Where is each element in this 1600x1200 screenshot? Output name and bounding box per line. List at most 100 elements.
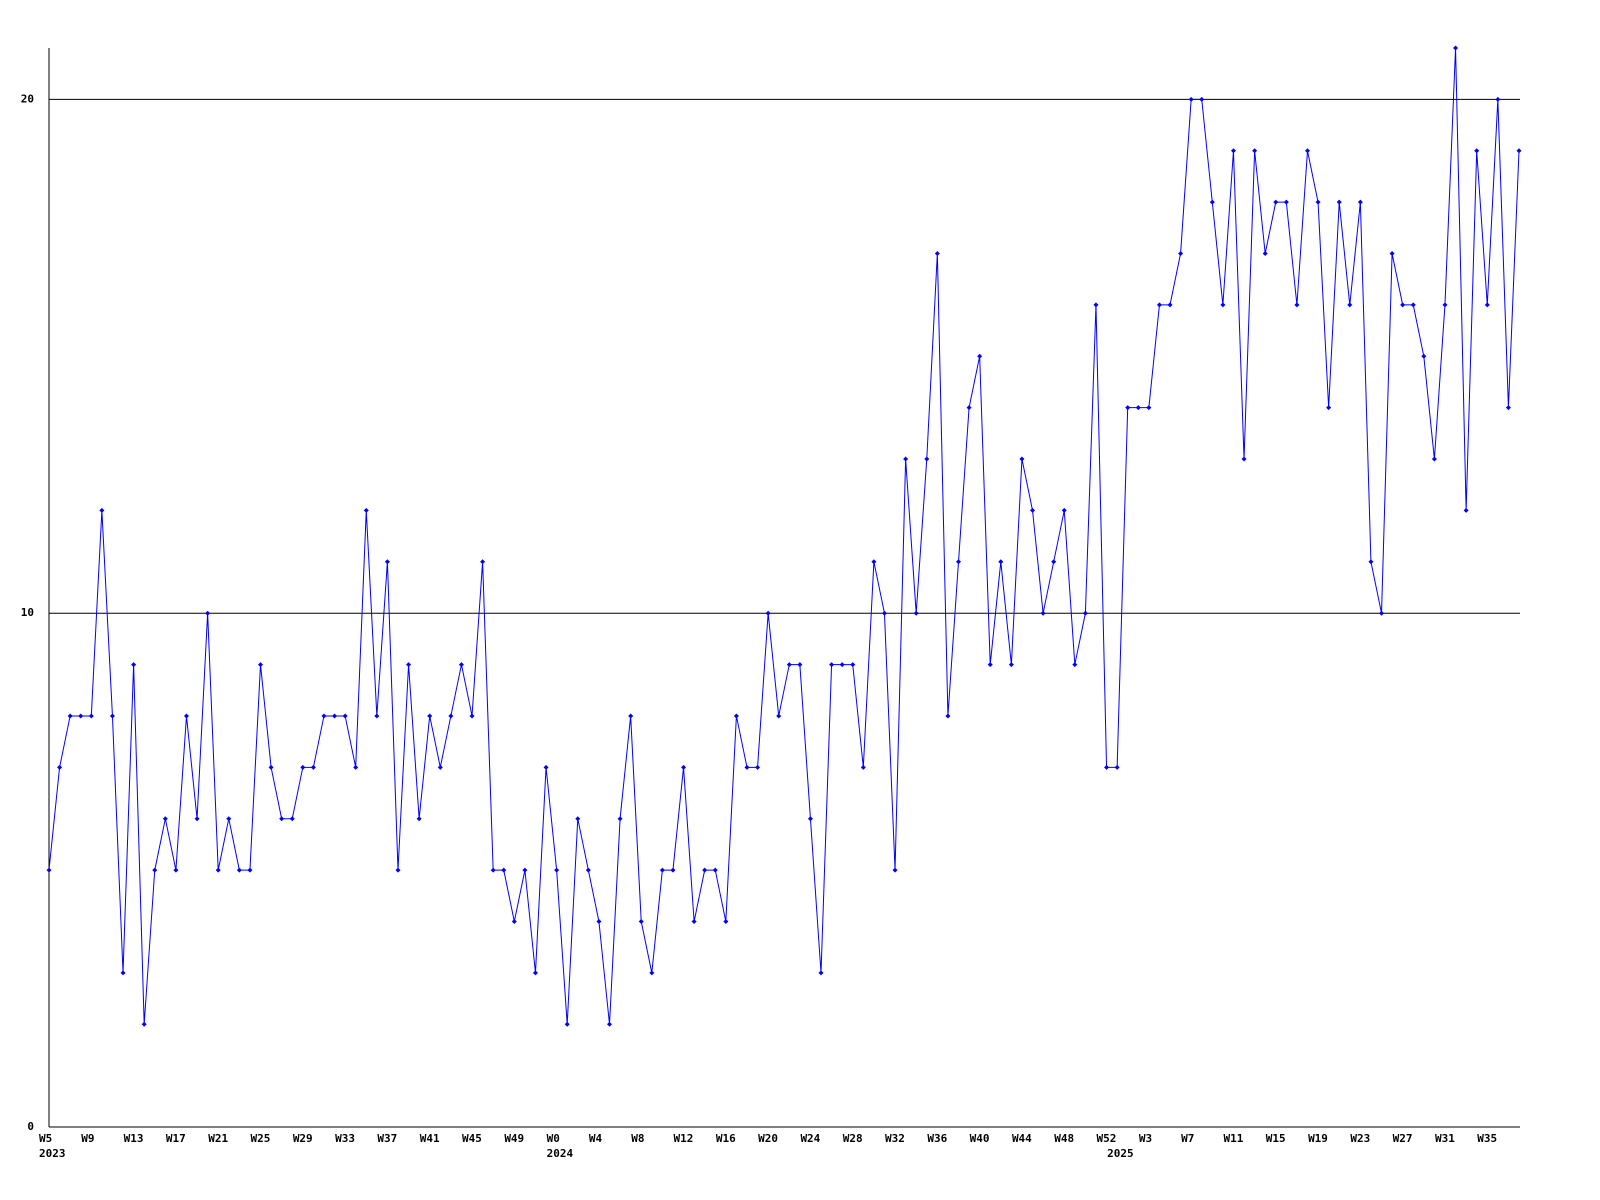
data-point (1400, 302, 1406, 308)
x-tick-label: W31 (1435, 1132, 1455, 1145)
data-point (702, 867, 708, 873)
data-point (1156, 302, 1162, 308)
x-tick-label: W13 (124, 1132, 144, 1145)
data-point (1125, 405, 1131, 411)
data-point (1241, 456, 1247, 462)
data-point (1484, 302, 1490, 308)
data-point (1431, 456, 1437, 462)
data-point (649, 970, 655, 976)
data-point (797, 662, 803, 668)
data-point (88, 713, 94, 719)
x-tick-label: W8 (631, 1132, 644, 1145)
data-point (776, 713, 782, 719)
x-tick-label: W49 (504, 1132, 524, 1145)
data-point (1135, 405, 1141, 411)
data-point (765, 610, 771, 616)
data-point (480, 559, 486, 565)
x-tick-label: W37 (377, 1132, 397, 1145)
data-point (416, 816, 422, 822)
x-tick-label: W32 (885, 1132, 905, 1145)
data-point (966, 405, 972, 411)
data-point (1505, 405, 1511, 411)
data-point (1008, 662, 1014, 668)
data-point (850, 662, 856, 668)
data-point (1357, 199, 1363, 205)
data-point (353, 764, 359, 770)
data-point (691, 918, 697, 924)
data-point (522, 867, 528, 873)
data-point (554, 867, 560, 873)
x-tick-label: W3 (1139, 1132, 1152, 1145)
data-point (659, 867, 665, 873)
data-point (289, 816, 295, 822)
data-point (786, 662, 792, 668)
data-point (543, 764, 549, 770)
data-point (109, 713, 115, 719)
data-point (490, 867, 496, 873)
x-tick-label: W24 (800, 1132, 820, 1145)
data-point (1336, 199, 1342, 205)
y-tick-label: 10 (21, 606, 34, 619)
data-point (1315, 199, 1321, 205)
x-tick-label: W28 (843, 1132, 863, 1145)
data-point (1273, 199, 1279, 205)
y-tick-label: 20 (21, 92, 34, 105)
x-tick-label: W9 (81, 1132, 94, 1145)
data-point (1061, 507, 1067, 513)
data-point (638, 918, 644, 924)
data-point (1178, 251, 1184, 257)
data-point (1188, 96, 1194, 102)
x-tick-label: W48 (1054, 1132, 1074, 1145)
data-point (532, 970, 538, 976)
data-point (1019, 456, 1025, 462)
data-point (924, 456, 930, 462)
x-tick-label: W36 (927, 1132, 947, 1145)
data-point (99, 507, 105, 513)
data-point (712, 867, 718, 873)
data-point (670, 867, 676, 873)
x-tick-label: W4 (589, 1132, 603, 1145)
data-line (48, 47, 1520, 1025)
data-point (1495, 96, 1501, 102)
x-tick-label: W27 (1393, 1132, 1413, 1145)
x-tick-label: W21 (208, 1132, 228, 1145)
data-point (226, 816, 232, 822)
data-point (1347, 302, 1353, 308)
data-point (57, 764, 63, 770)
data-point (955, 559, 961, 565)
data-point (913, 610, 919, 616)
data-point (173, 867, 179, 873)
data-point (1104, 764, 1110, 770)
data-point (1209, 199, 1215, 205)
data-point (1230, 148, 1236, 154)
data-point (427, 713, 433, 719)
data-point (1040, 610, 1046, 616)
x-tick-label: W33 (335, 1132, 355, 1145)
data-point (448, 713, 454, 719)
data-point (934, 251, 940, 257)
data-point (892, 867, 898, 873)
data-point (1093, 302, 1099, 308)
data-point (628, 713, 634, 719)
data-point (744, 764, 750, 770)
data-point (1379, 610, 1385, 616)
x-tick-label: W17 (166, 1132, 186, 1145)
data-point (807, 816, 813, 822)
x-tick-label: W7 (1181, 1132, 1194, 1145)
data-point (300, 764, 306, 770)
data-point (236, 867, 242, 873)
x-tick-label: W41 (420, 1132, 440, 1145)
data-point (437, 764, 443, 770)
data-point (1516, 148, 1522, 154)
x-tick-label: W35 (1477, 1132, 1497, 1145)
data-point (183, 713, 189, 719)
data-point (258, 662, 264, 668)
data-point (871, 559, 877, 565)
data-point (1262, 251, 1268, 257)
x-tick-label: W19 (1308, 1132, 1328, 1145)
x-tick-label: W52 (1097, 1132, 1117, 1145)
data-point (310, 764, 316, 770)
x-tick-label: W45 (462, 1132, 482, 1145)
data-point (205, 610, 211, 616)
data-point (881, 610, 887, 616)
